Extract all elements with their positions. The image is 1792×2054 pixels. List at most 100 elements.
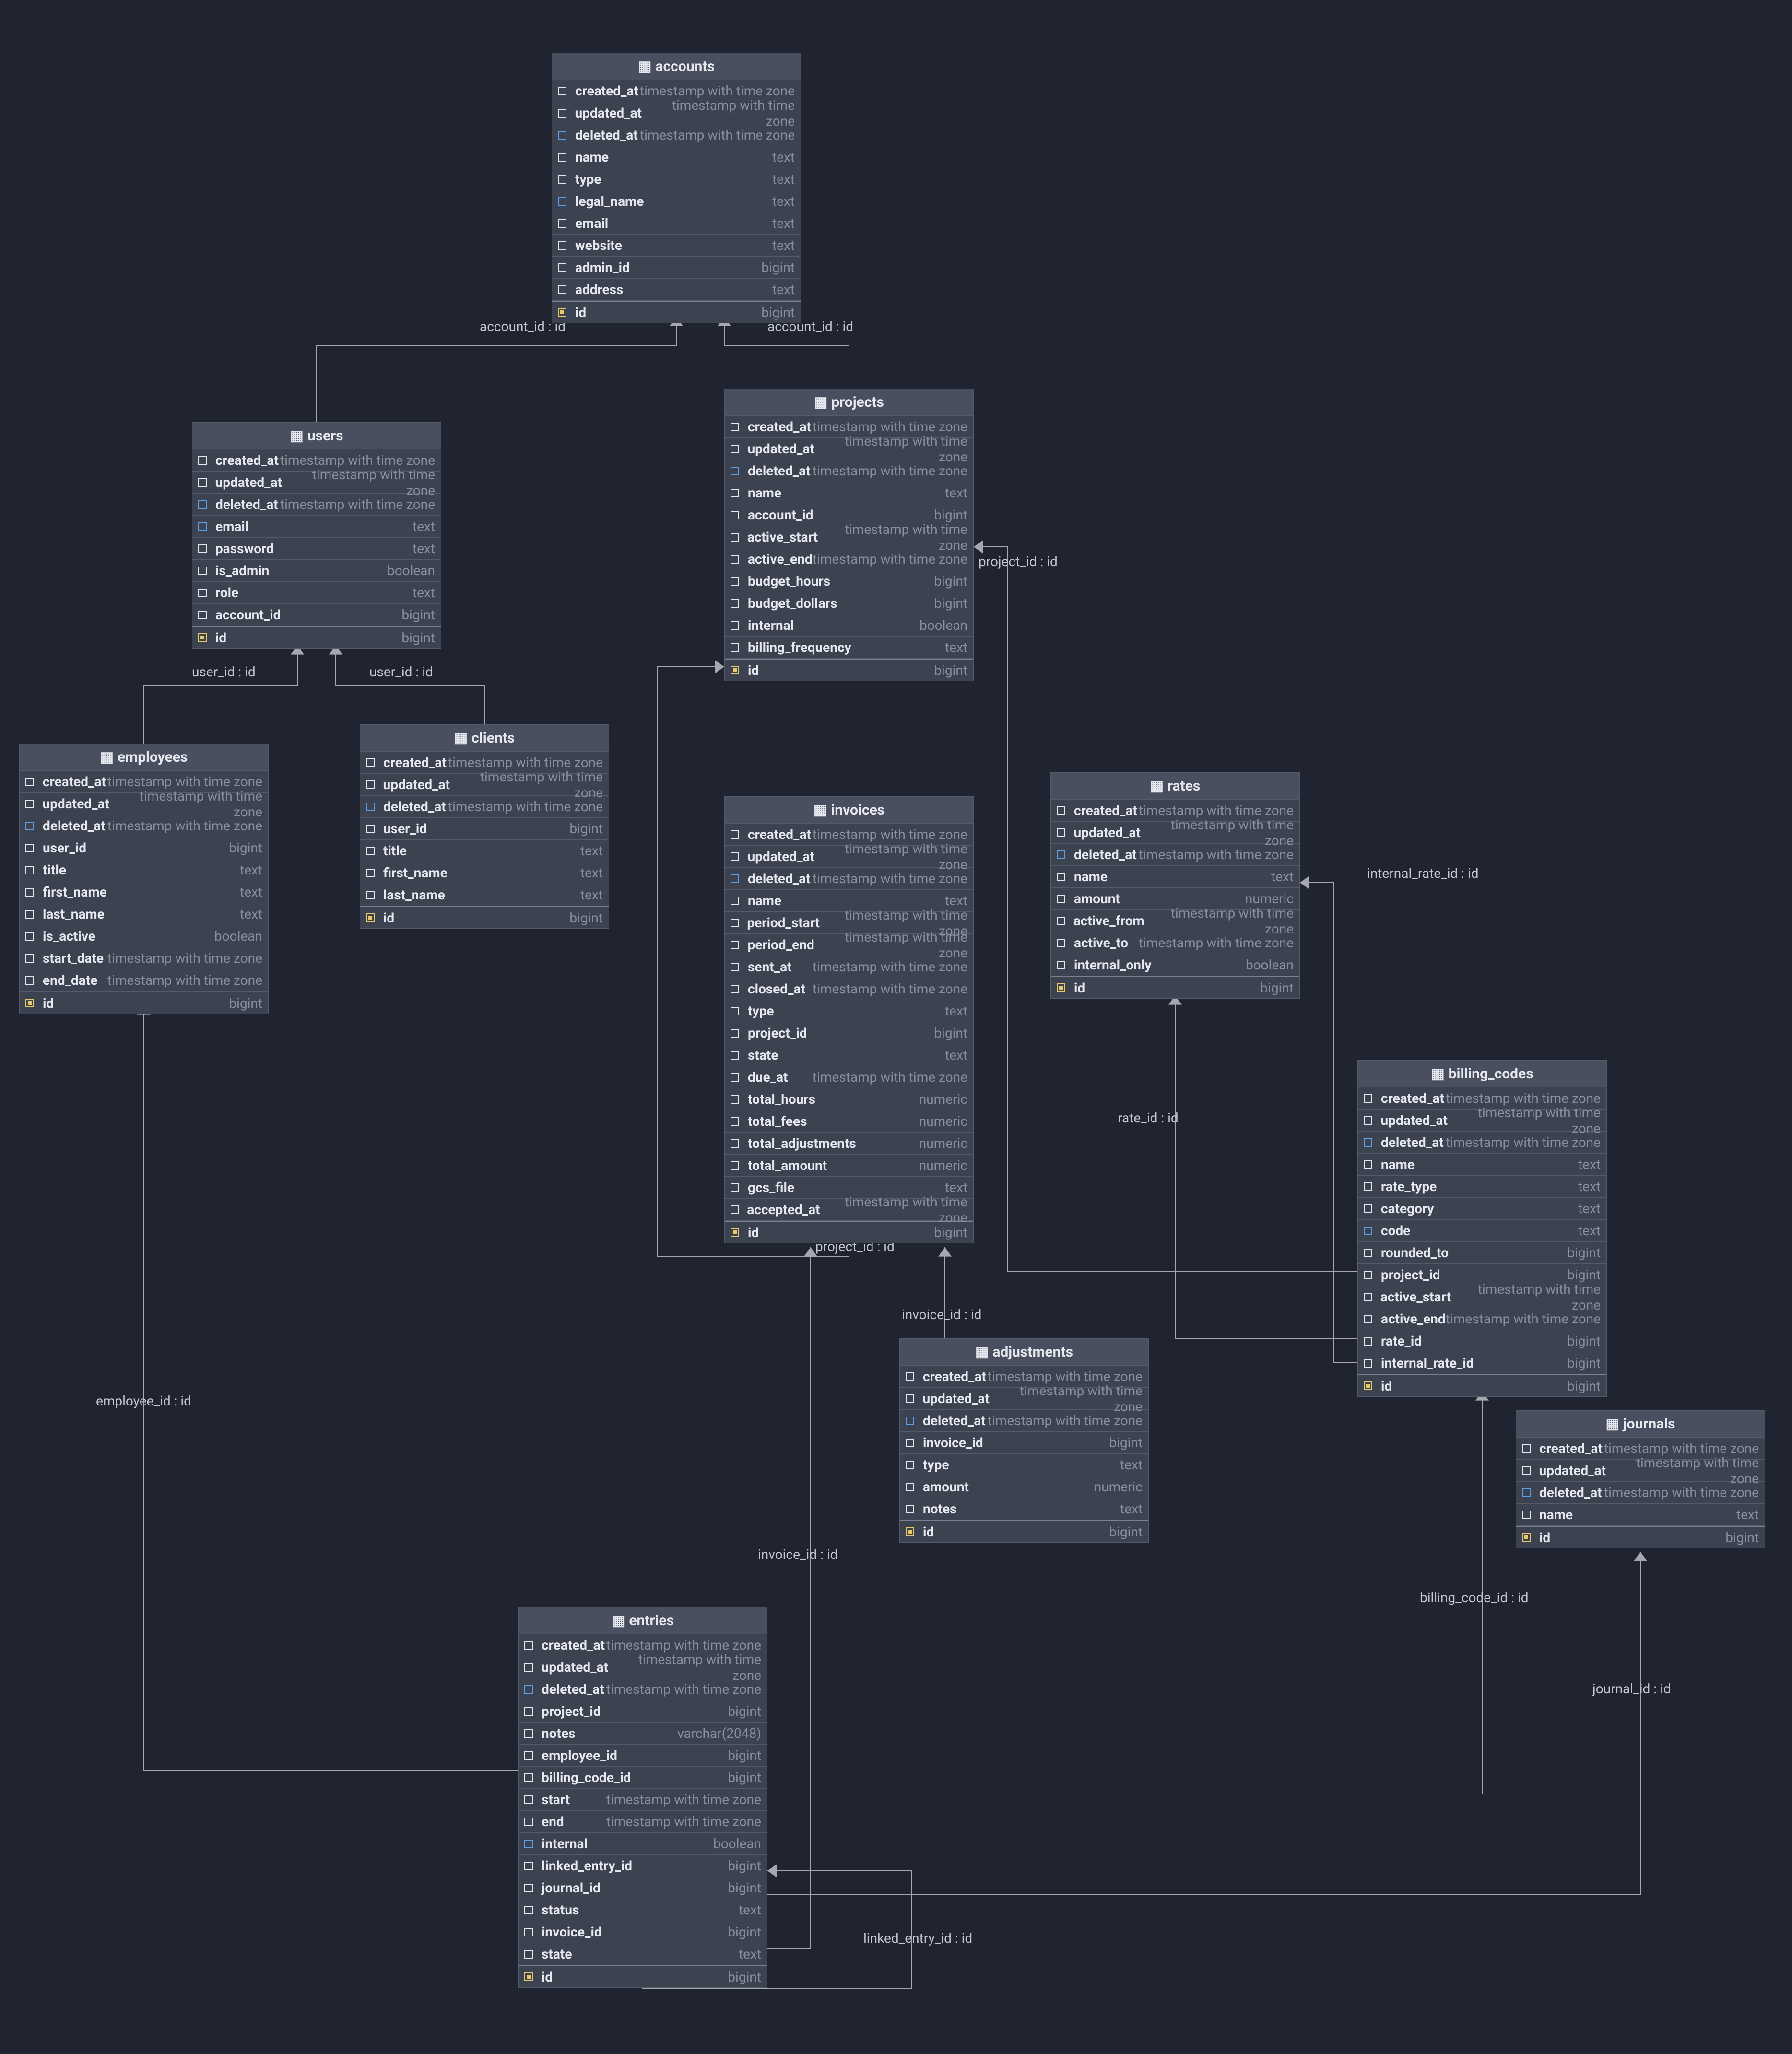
column-row[interactable]: nametext	[552, 146, 801, 168]
column-row[interactable]: billing_code_idbigint	[519, 1767, 767, 1789]
column-row[interactable]: idbigint	[725, 659, 973, 681]
column-row[interactable]: deleted_attimestamp with time zone	[900, 1410, 1148, 1432]
table-rates[interactable]: ▦ratescreated_attimestamp with time zone…	[1050, 772, 1300, 999]
column-row[interactable]: account_idbigint	[192, 604, 441, 626]
table-invoices[interactable]: ▦invoicescreated_attimestamp with time z…	[724, 796, 974, 1243]
table-journals[interactable]: ▦journalscreated_attimestamp with time z…	[1516, 1410, 1765, 1548]
column-row[interactable]: nametext	[1358, 1154, 1606, 1176]
column-row[interactable]: rounded_tobigint	[1358, 1242, 1606, 1264]
column-row[interactable]: websitetext	[552, 235, 801, 257]
column-row[interactable]: deleted_attimestamp with time zone	[1358, 1132, 1606, 1154]
column-row[interactable]: idbigint	[1358, 1374, 1606, 1396]
column-row[interactable]: deleted_attimestamp with time zone	[519, 1678, 767, 1700]
column-row[interactable]: sent_attimestamp with time zone	[725, 956, 973, 978]
column-row[interactable]: internalboolean	[725, 614, 973, 637]
column-row[interactable]: invoice_idbigint	[519, 1921, 767, 1943]
column-row[interactable]: total_amountnumeric	[725, 1155, 973, 1177]
column-row[interactable]: last_nametext	[20, 903, 268, 925]
column-row[interactable]: first_nametext	[20, 881, 268, 903]
column-row[interactable]: updated_attimestamp with time zone	[900, 1388, 1148, 1410]
column-row[interactable]: admin_idbigint	[552, 257, 801, 279]
table-adjustments[interactable]: ▦adjustmentscreated_attimestamp with tim…	[899, 1338, 1149, 1543]
column-row[interactable]: idbigint	[519, 1965, 767, 1987]
column-row[interactable]: titletext	[360, 840, 609, 862]
column-row[interactable]: emailtext	[192, 516, 441, 538]
column-row[interactable]: project_idbigint	[725, 1022, 973, 1044]
column-row[interactable]: employee_idbigint	[519, 1745, 767, 1767]
column-row[interactable]: addresstext	[552, 279, 801, 301]
column-row[interactable]: notesvarchar(2048)	[519, 1723, 767, 1745]
column-row[interactable]: deleted_attimestamp with time zone	[552, 124, 801, 146]
column-row[interactable]: user_idbigint	[20, 837, 268, 859]
column-row[interactable]: updated_attimestamp with time zone	[519, 1656, 767, 1678]
column-row[interactable]: updated_attimestamp with time zone	[192, 472, 441, 494]
column-row[interactable]: deleted_attimestamp with time zone	[20, 815, 268, 837]
column-row[interactable]: codetext	[1358, 1220, 1606, 1242]
column-row[interactable]: total_adjustmentsnumeric	[725, 1133, 973, 1155]
column-row[interactable]: roletext	[192, 582, 441, 604]
column-row[interactable]: typetext	[552, 168, 801, 190]
column-row[interactable]: last_nametext	[360, 884, 609, 906]
column-row[interactable]: accepted_attimestamp with time zone	[725, 1199, 973, 1221]
column-row[interactable]: idbigint	[360, 906, 609, 928]
column-row[interactable]: budget_hoursbigint	[725, 570, 973, 592]
column-row[interactable]: deleted_attimestamp with time zone	[725, 868, 973, 890]
column-row[interactable]: internalboolean	[519, 1833, 767, 1855]
column-row[interactable]: idbigint	[1051, 976, 1299, 998]
column-row[interactable]: user_idbigint	[360, 818, 609, 840]
column-row[interactable]: deleted_attimestamp with time zone	[1051, 844, 1299, 866]
column-row[interactable]: idbigint	[1516, 1526, 1765, 1548]
column-row[interactable]: billing_frequencytext	[725, 637, 973, 659]
column-row[interactable]: idbigint	[552, 301, 801, 323]
column-row[interactable]: legal_nametext	[552, 190, 801, 212]
column-row[interactable]: deleted_attimestamp with time zone	[725, 460, 973, 482]
column-row[interactable]: statetext	[519, 1943, 767, 1965]
column-row[interactable]: statustext	[519, 1899, 767, 1921]
table-clients[interactable]: ▦clientscreated_attimestamp with time zo…	[360, 724, 609, 929]
column-row[interactable]: active_starttimestamp with time zone	[1358, 1286, 1606, 1308]
column-row[interactable]: typetext	[725, 1000, 973, 1022]
table-accounts[interactable]: ▦accountscreated_attimestamp with time z…	[552, 53, 801, 323]
column-row[interactable]: updated_attimestamp with time zone	[725, 846, 973, 868]
column-row[interactable]: updated_attimestamp with time zone	[360, 774, 609, 796]
column-row[interactable]: journal_idbigint	[519, 1877, 767, 1899]
column-row[interactable]: total_hoursnumeric	[725, 1088, 973, 1110]
table-billing_codes[interactable]: ▦billing_codescreated_attimestamp with t…	[1357, 1060, 1607, 1397]
column-row[interactable]: idbigint	[192, 626, 441, 648]
column-row[interactable]: updated_attimestamp with time zone	[1516, 1460, 1765, 1482]
column-row[interactable]: rate_typetext	[1358, 1176, 1606, 1198]
column-row[interactable]: amountnumeric	[900, 1476, 1148, 1498]
column-row[interactable]: due_attimestamp with time zone	[725, 1066, 973, 1088]
column-row[interactable]: active_endtimestamp with time zone	[725, 548, 973, 570]
table-projects[interactable]: ▦projectscreated_attimestamp with time z…	[724, 389, 974, 681]
column-row[interactable]: active_starttimestamp with time zone	[725, 526, 973, 548]
column-row[interactable]: updated_attimestamp with time zone	[1358, 1110, 1606, 1132]
column-row[interactable]: is_adminboolean	[192, 560, 441, 582]
column-row[interactable]: idbigint	[900, 1520, 1148, 1542]
column-row[interactable]: emailtext	[552, 212, 801, 235]
column-row[interactable]: internal_rate_idbigint	[1358, 1352, 1606, 1374]
column-row[interactable]: start_datetimestamp with time zone	[20, 947, 268, 969]
column-row[interactable]: linked_entry_idbigint	[519, 1855, 767, 1877]
column-row[interactable]: updated_attimestamp with time zone	[20, 793, 268, 815]
column-row[interactable]: typetext	[900, 1454, 1148, 1476]
column-row[interactable]: updated_attimestamp with time zone	[725, 438, 973, 460]
column-row[interactable]: endtimestamp with time zone	[519, 1811, 767, 1833]
column-row[interactable]: internal_onlyboolean	[1051, 954, 1299, 976]
column-row[interactable]: statetext	[725, 1044, 973, 1066]
column-row[interactable]: rate_idbigint	[1358, 1330, 1606, 1352]
column-row[interactable]: titletext	[20, 859, 268, 881]
column-row[interactable]: active_totimestamp with time zone	[1051, 932, 1299, 954]
column-row[interactable]: closed_attimestamp with time zone	[725, 978, 973, 1000]
column-row[interactable]: deleted_attimestamp with time zone	[1516, 1482, 1765, 1504]
column-row[interactable]: nametext	[725, 482, 973, 504]
table-entries[interactable]: ▦entriescreated_attimestamp with time zo…	[518, 1607, 767, 1988]
column-row[interactable]: budget_dollarsbigint	[725, 592, 973, 614]
column-row[interactable]: idbigint	[20, 992, 268, 1014]
table-employees[interactable]: ▦employeescreated_attimestamp with time …	[19, 744, 269, 1014]
column-row[interactable]: deleted_attimestamp with time zone	[360, 796, 609, 818]
column-row[interactable]: end_datetimestamp with time zone	[20, 969, 268, 992]
column-row[interactable]: starttimestamp with time zone	[519, 1789, 767, 1811]
column-row[interactable]: active_fromtimestamp with time zone	[1051, 910, 1299, 932]
column-row[interactable]: nametext	[1051, 866, 1299, 888]
